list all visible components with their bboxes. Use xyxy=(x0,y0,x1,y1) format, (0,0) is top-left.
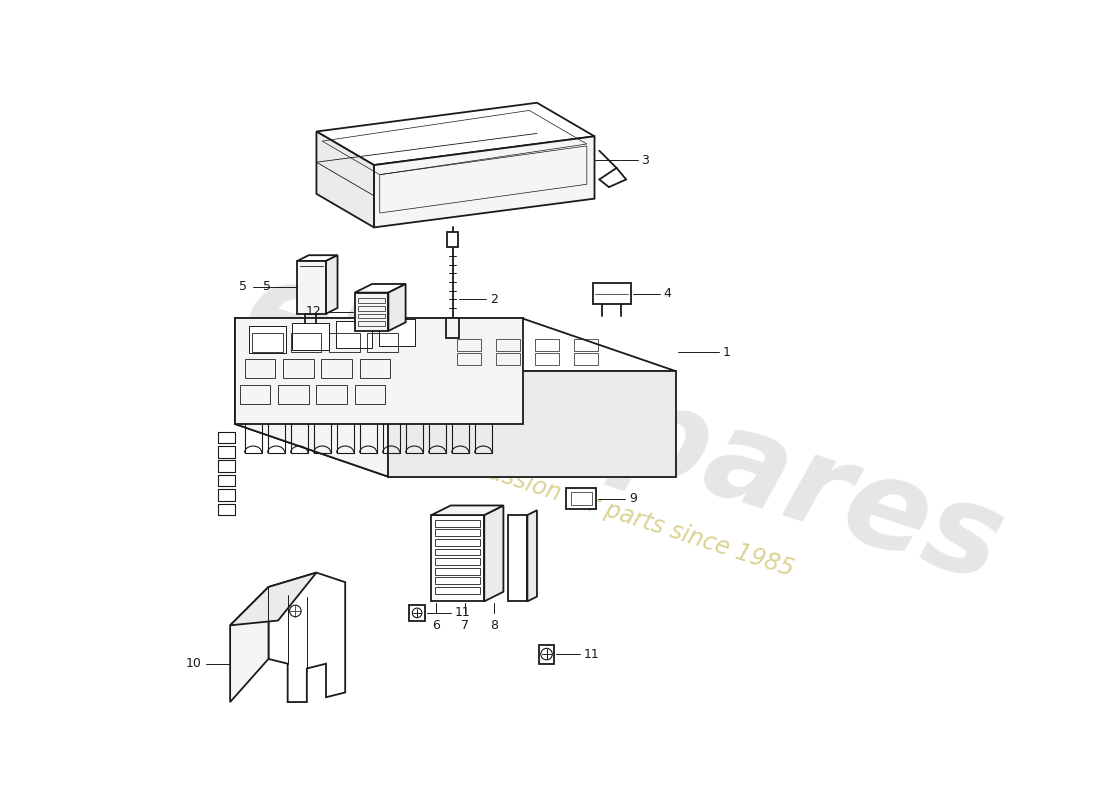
Polygon shape xyxy=(336,322,372,348)
Polygon shape xyxy=(317,102,594,165)
Polygon shape xyxy=(593,283,631,304)
Polygon shape xyxy=(297,261,326,314)
Polygon shape xyxy=(230,587,268,702)
Text: 5: 5 xyxy=(263,280,271,294)
Polygon shape xyxy=(230,573,317,626)
Text: eurospares: eurospares xyxy=(229,249,1018,609)
Polygon shape xyxy=(388,371,676,477)
Polygon shape xyxy=(235,318,676,371)
Text: 12: 12 xyxy=(306,306,321,318)
Text: 10: 10 xyxy=(186,657,201,670)
Polygon shape xyxy=(235,318,522,424)
Polygon shape xyxy=(355,284,406,293)
Polygon shape xyxy=(508,515,527,602)
Polygon shape xyxy=(378,319,415,346)
Polygon shape xyxy=(326,255,338,314)
Polygon shape xyxy=(235,318,388,477)
Text: 8: 8 xyxy=(490,618,498,632)
Text: 9: 9 xyxy=(629,492,637,506)
Polygon shape xyxy=(388,284,406,331)
Polygon shape xyxy=(527,510,537,602)
Polygon shape xyxy=(539,645,554,664)
Polygon shape xyxy=(446,318,460,338)
Polygon shape xyxy=(409,606,425,621)
Text: 4: 4 xyxy=(663,287,671,300)
Polygon shape xyxy=(431,506,504,515)
Text: a passion for parts since 1985: a passion for parts since 1985 xyxy=(450,449,796,582)
Text: 3: 3 xyxy=(641,154,649,166)
Polygon shape xyxy=(235,318,388,477)
Text: 6: 6 xyxy=(432,618,440,632)
Text: 2: 2 xyxy=(490,293,498,306)
Polygon shape xyxy=(250,326,286,353)
Polygon shape xyxy=(431,515,484,602)
Polygon shape xyxy=(297,255,338,261)
Polygon shape xyxy=(565,488,596,510)
Text: 7: 7 xyxy=(461,618,469,632)
Polygon shape xyxy=(293,323,329,350)
Text: 11: 11 xyxy=(584,648,600,661)
Polygon shape xyxy=(317,131,374,227)
Polygon shape xyxy=(355,293,388,331)
Polygon shape xyxy=(268,573,345,702)
Text: 11: 11 xyxy=(454,606,471,619)
Polygon shape xyxy=(484,506,504,602)
Polygon shape xyxy=(374,136,594,227)
Text: 1: 1 xyxy=(723,346,730,358)
Text: 5: 5 xyxy=(240,280,248,294)
Polygon shape xyxy=(447,232,459,246)
